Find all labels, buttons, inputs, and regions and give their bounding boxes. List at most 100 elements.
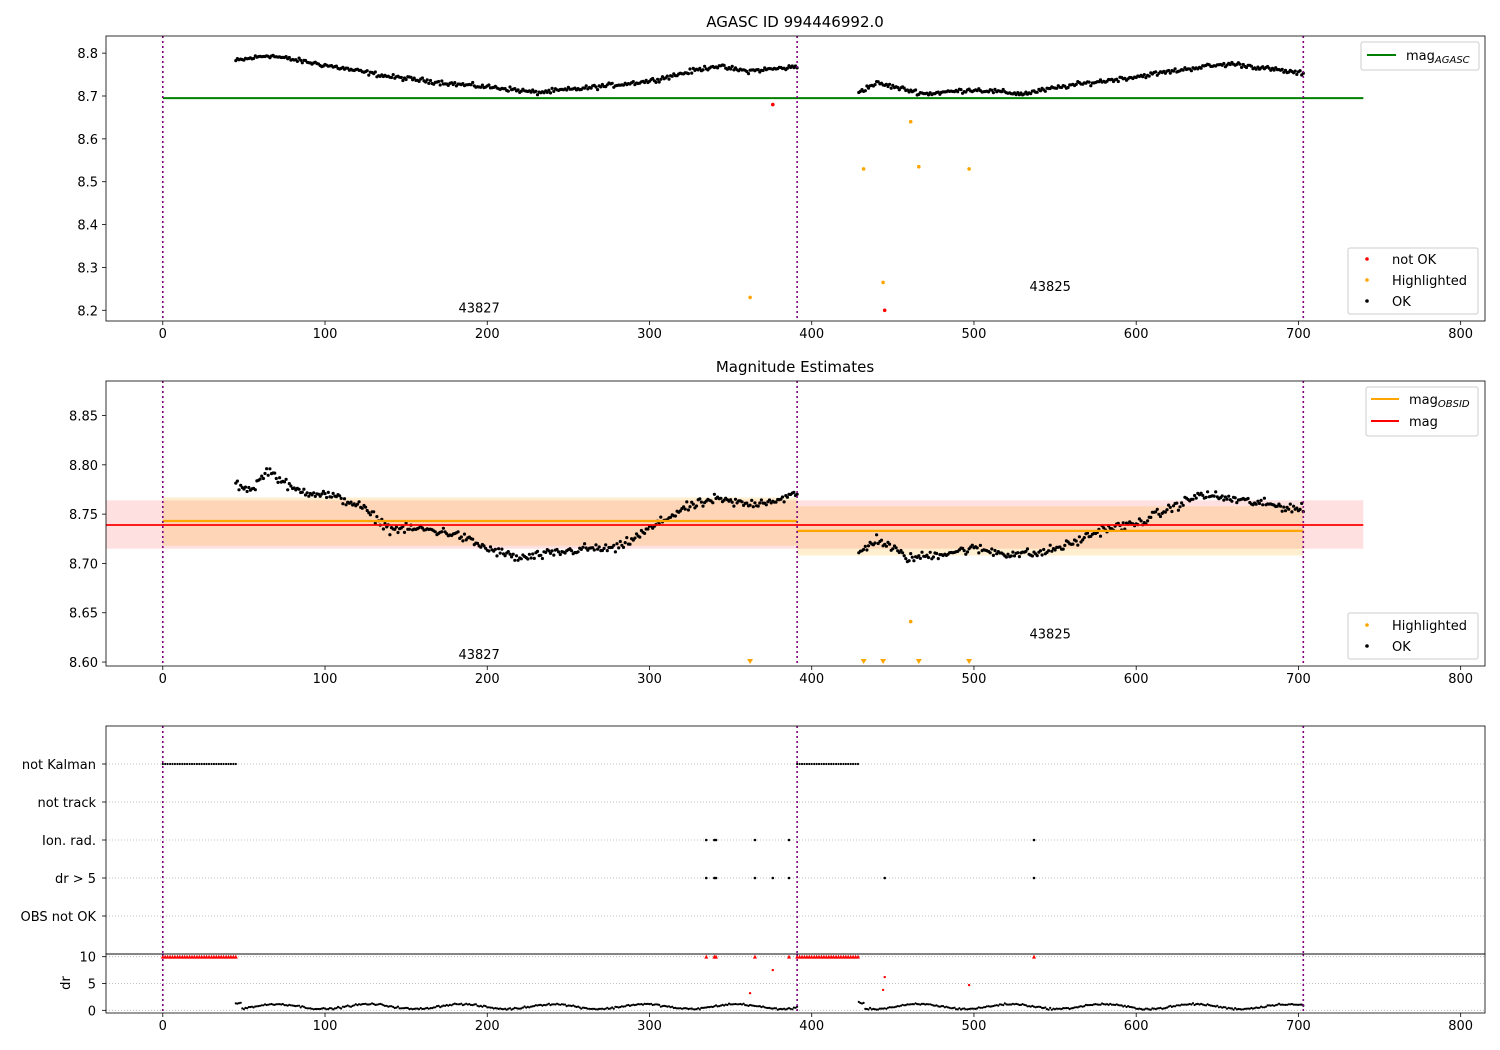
ok-point — [698, 66, 702, 70]
dr-point — [302, 1005, 305, 1008]
ok-point — [863, 544, 867, 549]
dr-point — [1118, 1004, 1122, 1007]
dr-point — [1294, 1003, 1297, 1006]
dr-point — [794, 1006, 797, 1009]
ok-point — [746, 72, 751, 76]
dr-point — [1219, 1005, 1222, 1008]
legend-label: not OK — [1392, 253, 1437, 268]
dr-point — [736, 1003, 739, 1006]
clipped-marker — [860, 659, 867, 664]
legend-subscript: OBSID — [1438, 399, 1470, 410]
ok-point — [902, 86, 906, 90]
ok-point — [740, 500, 744, 504]
dr-point — [593, 1007, 596, 1011]
ok-point — [1050, 549, 1054, 553]
x-tick-label: 300 — [637, 327, 662, 342]
ok-point — [532, 556, 536, 561]
ok-point — [453, 81, 457, 85]
not-kalman-point — [200, 762, 203, 766]
ok-point — [1053, 548, 1057, 552]
ok-point — [873, 83, 877, 87]
ok-point — [891, 547, 895, 551]
x-tick-label: 700 — [1286, 327, 1311, 342]
dr-point — [1217, 1006, 1220, 1009]
dr-point — [745, 1004, 748, 1007]
dr-point — [298, 1004, 301, 1007]
ok-point — [1167, 68, 1171, 73]
dr-point — [442, 1004, 445, 1007]
dr-point — [1165, 1006, 1169, 1009]
ok-point — [1193, 493, 1197, 498]
y-tick-label: 8.70 — [69, 557, 98, 572]
not-kalman-point — [203, 762, 206, 766]
highlighted-point — [748, 295, 752, 300]
dr-point — [528, 1006, 531, 1009]
ok-point — [511, 552, 515, 556]
dr-point — [680, 1007, 684, 1010]
ok-point — [565, 88, 569, 92]
dr-point — [911, 1003, 914, 1006]
ok-point — [576, 550, 580, 554]
chart-title: Magnitude Estimates — [716, 358, 874, 376]
dr-point — [448, 1003, 451, 1007]
ok-point — [265, 467, 269, 471]
ok-point — [409, 75, 413, 79]
dr-point — [346, 1004, 349, 1007]
ok-point — [936, 557, 940, 561]
ok-point — [918, 556, 923, 561]
ok-point — [1233, 496, 1237, 500]
dr-point — [744, 1004, 747, 1007]
dr-point — [1237, 1007, 1240, 1011]
ok-point — [300, 61, 304, 65]
dr-point — [1247, 1007, 1250, 1010]
not-kalman-point — [847, 762, 850, 766]
obsid-annotation: 43827 — [458, 648, 499, 663]
ok-point — [1098, 78, 1103, 82]
dr-point — [1148, 1008, 1151, 1011]
dr-high-point — [881, 988, 885, 992]
ok-point — [570, 549, 574, 553]
dr-point — [598, 1007, 601, 1011]
dr-point — [654, 1003, 658, 1006]
dr-point — [770, 1007, 773, 1010]
ok-point — [901, 551, 905, 555]
ok-point — [670, 74, 674, 78]
dr-point — [267, 1003, 270, 1006]
ok-point — [1043, 89, 1047, 93]
dr-point — [1026, 1005, 1029, 1008]
dr-point — [583, 1006, 586, 1010]
dr-point — [1036, 1005, 1039, 1009]
dr-point — [580, 1007, 583, 1010]
dr-point — [512, 1007, 515, 1010]
dr-point — [405, 1006, 408, 1010]
dr-point — [366, 1003, 369, 1006]
dr-point — [1268, 1004, 1271, 1007]
dr-point — [676, 1007, 679, 1010]
legend-marker — [1365, 257, 1369, 261]
dr-point — [700, 1006, 703, 1010]
ok-point — [1254, 502, 1258, 506]
dr-point — [293, 1004, 296, 1008]
dr-point — [304, 1006, 307, 1010]
ok-point — [935, 551, 939, 556]
dr-point — [875, 1008, 878, 1011]
ok-point — [1115, 77, 1119, 81]
ok-point — [500, 547, 504, 551]
legend-subscript: AGASC — [1434, 55, 1470, 66]
ok-point — [297, 56, 301, 60]
ion-rad-point — [1032, 838, 1036, 842]
ok-point — [482, 544, 486, 548]
y-tick-label: 8.5 — [77, 176, 98, 191]
ok-point — [907, 559, 911, 563]
ok-point — [287, 482, 291, 486]
dr-point — [1258, 1006, 1261, 1009]
ok-point — [926, 555, 931, 560]
dr-point — [572, 1004, 575, 1007]
ok-point — [349, 500, 353, 504]
dr-point — [1135, 1007, 1138, 1010]
ok-point — [899, 548, 903, 553]
ok-point — [701, 504, 705, 508]
dr-point — [469, 1003, 473, 1007]
dr-point — [1261, 1006, 1264, 1009]
